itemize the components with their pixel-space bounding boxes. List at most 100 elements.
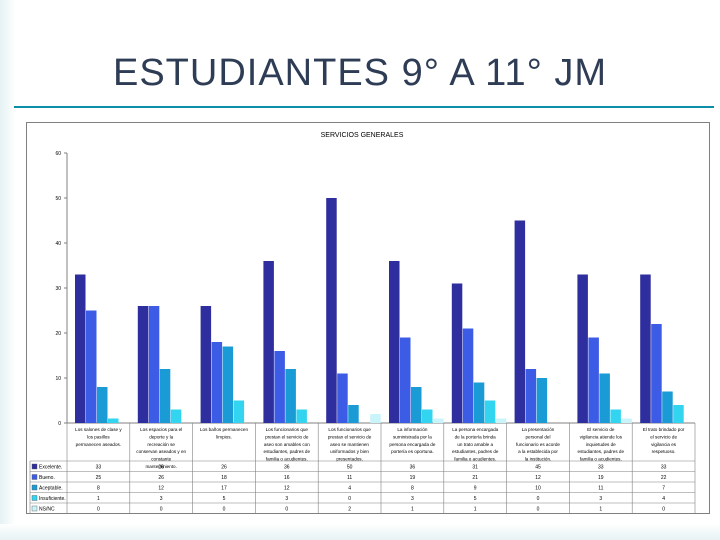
bar [296, 409, 307, 423]
category-label: Los baños permanecen limpios. [200, 427, 248, 439]
bar [86, 310, 97, 423]
category-label-line: familia o acudientes. [454, 457, 496, 462]
category-label: La información suministrada por la persona… [389, 427, 435, 454]
category-label-line: respetuoso. [652, 449, 676, 454]
category-label-line: aseo se mantienen [330, 442, 369, 447]
legend-label: Aceptable. [39, 486, 63, 492]
slide-bottom-accent [0, 524, 720, 540]
category-label-line: el servicio de [650, 434, 677, 439]
table-cell: 12 [284, 486, 290, 492]
category-label-line: uniformados y bien [330, 449, 369, 454]
title-rule [14, 106, 714, 108]
category-label-line: a la establecida por [518, 449, 558, 454]
table-cell: 19 [598, 475, 604, 481]
legend-label: Insuficiente. [39, 496, 66, 502]
legend-key [31, 505, 38, 512]
category-label-line: Los funcionarios que [328, 427, 371, 432]
slide-title: ESTUDIANTES 9° A 11° JM [112, 52, 608, 94]
table-cell: 33 [661, 465, 667, 471]
y-tick-label: 30 [55, 286, 61, 292]
bar [662, 391, 673, 423]
bar [495, 418, 507, 423]
bar [97, 387, 108, 423]
bar [621, 418, 632, 423]
category-label-line: El trato brindado por [643, 427, 685, 432]
bar [108, 418, 119, 423]
category-label-line: La persona encargada [452, 427, 498, 432]
table-cell: 3 [411, 496, 414, 502]
table-cell: 0 [662, 507, 665, 513]
legend-label: Excelente. [39, 465, 62, 471]
bar [222, 346, 234, 423]
category-label-line: Los salones de clase y [75, 427, 122, 432]
category-label-line: aseo son amables con [264, 442, 310, 447]
bar [233, 400, 245, 423]
table-cell: 31 [472, 465, 478, 471]
bar [514, 220, 526, 423]
bar [137, 306, 149, 423]
table-cell: 22 [661, 475, 667, 481]
table-cell: 50 [347, 465, 353, 471]
bar [75, 274, 86, 423]
category-label-line: los pasillos [87, 434, 110, 439]
bar [411, 387, 422, 423]
table-cell: 1 [97, 496, 100, 502]
bar [433, 418, 444, 423]
category-label: El servicio de vigilancia atiende los inqu… [578, 427, 625, 462]
table-cell: 1 [599, 507, 602, 513]
table-cell: 2 [348, 507, 351, 513]
table-cell: 1 [474, 507, 477, 513]
table-cell: 11 [347, 475, 352, 481]
bar [525, 369, 537, 423]
category-label-line: prestan el servicio de [328, 434, 372, 439]
slide-left-accent [0, 0, 16, 540]
category-label-line: vigilancia atiende los [580, 434, 623, 439]
legend-label: NS/NC [39, 507, 55, 513]
category-label-line: Los espacios para el [140, 427, 182, 432]
category-label-line: estudiantes, padres de [452, 449, 499, 454]
table-cell: 0 [160, 507, 163, 513]
table-cell: 36 [410, 465, 416, 471]
bar [422, 409, 433, 423]
table-cell: 26 [158, 465, 164, 471]
category-label-line: La presentación [522, 427, 555, 432]
table-cell: 9 [474, 486, 477, 492]
bar [274, 351, 285, 423]
bar [285, 369, 296, 423]
table-cell: 3 [599, 496, 602, 502]
category-label-line: suministrada por la [393, 434, 432, 439]
bar [673, 405, 684, 423]
table-cell: 16 [284, 475, 290, 481]
y-tick-label: 20 [55, 331, 61, 337]
table-cell: 25 [96, 475, 102, 481]
bar [640, 274, 651, 423]
category-label: La persona encargada de la portería brind… [452, 427, 499, 462]
category-label: Los funcionarios que prestan el servicio … [328, 427, 372, 462]
legend-key [31, 474, 38, 480]
table-cell: 1 [411, 507, 414, 513]
legend-key [31, 495, 38, 501]
category-label-line: limpios. [216, 434, 232, 439]
table-cell: 17 [221, 486, 227, 492]
bar [200, 306, 212, 423]
table-cell: 7 [662, 486, 665, 492]
category-labels: Los salones de clase y los pasillos perman… [75, 427, 685, 469]
y-tick-label: 10 [55, 376, 61, 382]
table-cell: 8 [411, 486, 414, 492]
bar [484, 400, 496, 423]
category-label: Los salones de clase y los pasillos perman… [75, 427, 122, 447]
bar [348, 405, 359, 423]
category-label-line: la institución. [525, 457, 552, 462]
category-label-line: mantenimiento. [145, 464, 176, 469]
category-label-line: presentados. [336, 457, 363, 462]
bar [159, 369, 171, 423]
bar [370, 414, 381, 423]
category-label-line: portería es oportuna. [391, 449, 434, 454]
table-cell: 4 [348, 486, 351, 492]
table-cell: 5 [223, 496, 226, 502]
y-tick-label: 40 [55, 241, 61, 247]
table-cell: 36 [284, 465, 290, 471]
bar [577, 274, 588, 423]
category-label-line: Los funcionarios que [266, 427, 309, 432]
